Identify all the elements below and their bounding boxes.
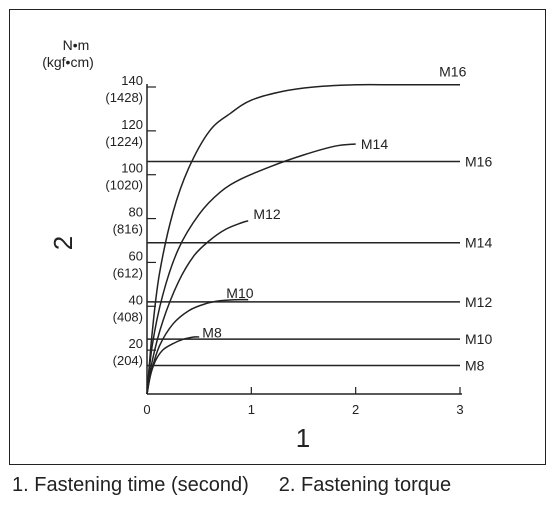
y-unit-label: N•m xyxy=(63,37,90,53)
reference-line-label: M14 xyxy=(465,235,492,251)
y-tick-sublabel: (204) xyxy=(113,353,143,368)
series-curve-m16 xyxy=(146,83,460,395)
curve-label-m8: M8 xyxy=(202,325,222,341)
chart-frame xyxy=(9,9,546,465)
curve-label-m12: M12 xyxy=(253,206,280,222)
x-tick-label: 1 xyxy=(248,402,255,417)
y-tick-sublabel: (408) xyxy=(113,309,143,324)
y-unit-sublabel: (kgf•cm) xyxy=(42,54,94,70)
y-tick-sublabel: (1224) xyxy=(105,134,143,149)
y-tick-label: 40 xyxy=(129,292,143,307)
caption-item-1: 1. Fastening time (second) xyxy=(12,474,249,496)
y-tick-label: 80 xyxy=(129,205,143,220)
caption: 1. Fastening time (second) 2. Fastening t… xyxy=(12,474,451,497)
y-tick-label: 140 xyxy=(121,73,143,88)
y-tick-label: 60 xyxy=(129,248,143,263)
curve-label-m10: M10 xyxy=(226,285,253,301)
reference-line-label: M16 xyxy=(465,154,492,170)
curve-label-m14: M14 xyxy=(361,136,388,152)
series-curve-m10 xyxy=(146,298,249,395)
y-tick-label: 20 xyxy=(129,336,143,351)
x-tick-label: 3 xyxy=(456,402,463,417)
series-curve-m12 xyxy=(146,220,249,395)
y-tick-label: 120 xyxy=(121,117,143,132)
axes: 0 1 2 3 20 (204) 40 (408) 60 (612) 80 (816) 100 (1020… xyxy=(42,37,463,453)
reference-line-label: M8 xyxy=(465,357,485,373)
y-tick-sublabel: (816) xyxy=(113,222,143,237)
caption-item-2: 2. Fastening torque xyxy=(278,474,452,496)
y-tick-label: 100 xyxy=(121,161,143,176)
y-tick-sublabel: (1428) xyxy=(105,90,143,105)
series-curve-m14 xyxy=(146,143,356,395)
labels: M16 M14 M12 M10 M8 xyxy=(202,64,466,341)
curve-label-m16: M16 xyxy=(439,64,466,80)
x-tick-label: 2 xyxy=(352,402,359,417)
reference-line-label: M12 xyxy=(465,294,492,310)
x-tick-label: 0 xyxy=(143,402,150,417)
reference-lines: M16 M14 M12 M10 M8 xyxy=(147,154,492,373)
y-tick-sublabel: (612) xyxy=(113,265,143,280)
reference-line-label: M10 xyxy=(465,331,492,347)
y-axis-title: 2 xyxy=(48,236,78,250)
series-curves xyxy=(146,83,460,395)
x-axis-title: 1 xyxy=(296,423,310,453)
series-curve-m8 xyxy=(146,336,200,395)
y-tick-sublabel: (1020) xyxy=(105,178,143,193)
